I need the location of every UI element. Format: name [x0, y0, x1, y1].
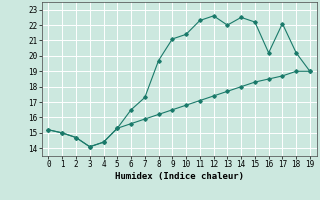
X-axis label: Humidex (Indice chaleur): Humidex (Indice chaleur) — [115, 172, 244, 181]
